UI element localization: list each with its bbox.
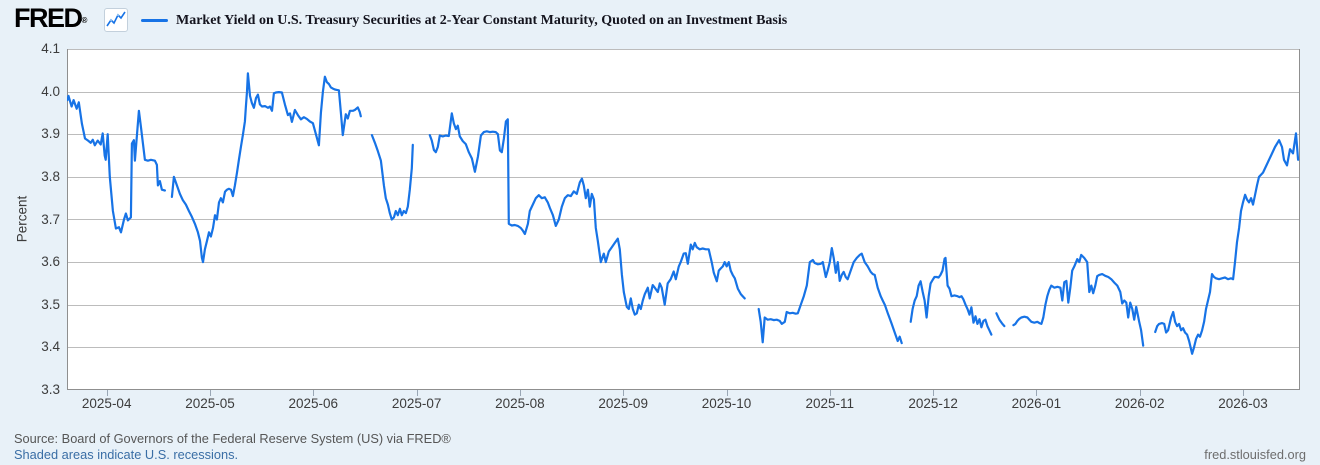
- series-line: [909, 256, 993, 336]
- y-axis-tick-label: 3.3: [41, 382, 60, 397]
- source-note: Source: Board of Governors of the Federa…: [14, 431, 451, 446]
- x-axis-tick-label: 2026-03: [1218, 396, 1268, 411]
- y-axis-tick-label: 3.7: [41, 211, 60, 227]
- series-line: [1154, 132, 1300, 355]
- fred-sparkline-icon: [104, 8, 128, 32]
- y-axis-tick-label: 3.8: [41, 168, 60, 184]
- series-legend-title: Market Yield on U.S. Treasury Securities…: [176, 13, 788, 28]
- x-axis-tick-label: 2025-12: [908, 396, 958, 411]
- y-axis-tick-label: 3.6: [41, 254, 60, 270]
- y-axis-tick-label: 4.1: [41, 41, 60, 56]
- x-axis-tick-label: 2025-11: [805, 396, 855, 411]
- series-line: [170, 72, 362, 264]
- y-axis-tick-label: 3.4: [41, 339, 60, 355]
- series-line: [757, 247, 903, 345]
- registered-trademark: ®: [81, 16, 88, 25]
- legend-line-swatch: [141, 19, 168, 22]
- fred-logo[interactable]: FRED®: [14, 4, 87, 35]
- x-axis-tick-label: 2025-09: [598, 396, 648, 411]
- fred-site-link[interactable]: fred.stlouisfed.org: [1204, 447, 1306, 462]
- series-line: [428, 112, 746, 316]
- x-axis-tick-label: 2026-01: [1011, 396, 1062, 411]
- x-axis-tick-label: 2025-08: [495, 396, 545, 411]
- x-axis-tick-label: 2025-07: [391, 396, 442, 411]
- series-line: [995, 312, 1006, 328]
- x-axis-tick-label: 2025-05: [185, 396, 235, 411]
- recessions-link[interactable]: Shaded areas indicate U.S. recessions.: [14, 447, 239, 462]
- fred-logo-text: FRED: [14, 3, 83, 33]
- x-axis-tick-label: 2025-04: [81, 396, 132, 411]
- series-line: [1012, 253, 1145, 347]
- x-axis-tick-label: 2025-10: [701, 396, 752, 411]
- y-axis-tick-label: 3.9: [41, 126, 60, 142]
- x-axis-tick-label: 2025-06: [288, 396, 339, 411]
- series-line: [67, 94, 167, 234]
- y-axis-tick-label: 3.5: [41, 296, 60, 312]
- series-line: [370, 133, 414, 221]
- plot-area[interactable]: [67, 49, 1300, 397]
- y-axis-tick-label: 4.0: [41, 83, 60, 99]
- x-axis-tick-label: 2026-02: [1114, 396, 1165, 411]
